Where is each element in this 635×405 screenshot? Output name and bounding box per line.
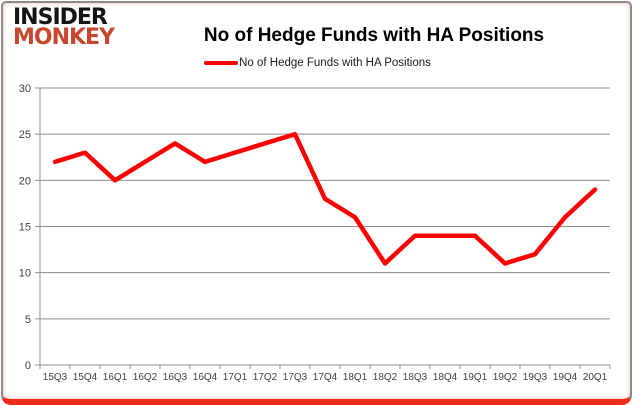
x-axis-label-19Q1: 19Q1	[463, 372, 488, 383]
x-axis-label-18Q1: 18Q1	[343, 372, 368, 383]
x-axis-label-18Q4: 18Q4	[433, 372, 458, 383]
y-axis-label-0: 0	[25, 360, 31, 372]
x-axis-label-19Q2: 19Q2	[493, 372, 518, 383]
logo-line2: MONKEY	[13, 25, 115, 50]
legend: No of Hedge Funds with HA Positions	[0, 57, 635, 69]
y-axis-label-25: 25	[19, 129, 31, 141]
x-axis-label-17Q4: 17Q4	[313, 372, 338, 383]
x-axis-label-20Q1: 20Q1	[583, 372, 608, 383]
y-axis-label-20: 20	[19, 175, 31, 187]
series-line-hedge-funds	[52, 131, 598, 266]
x-axis-label-17Q2: 17Q2	[253, 372, 278, 383]
y-axis-label-30: 30	[19, 83, 31, 95]
legend-line-swatch	[204, 61, 239, 65]
y-axis-label-5: 5	[25, 314, 31, 326]
x-axis-label-16Q1: 16Q1	[103, 372, 128, 383]
x-axis-label-17Q3: 17Q3	[283, 372, 308, 383]
x-axis-label-19Q4: 19Q4	[553, 372, 578, 383]
x-axis-label-16Q2: 16Q2	[133, 372, 158, 383]
x-axis-label-15Q4: 15Q4	[73, 372, 98, 383]
y-axis-label-15: 15	[19, 222, 31, 234]
legend-label: No of Hedge Funds with HA Positions	[239, 57, 431, 69]
logo-line1: INSIDER	[13, 5, 108, 30]
x-axis-label-18Q2: 18Q2	[373, 372, 398, 383]
x-axis-label-19Q3: 19Q3	[523, 372, 548, 383]
x-axis-label-17Q1: 17Q1	[223, 372, 248, 383]
x-axis-label-15Q3: 15Q3	[43, 372, 68, 383]
y-axis-label-10: 10	[19, 268, 31, 280]
x-axis-label-16Q3: 16Q3	[163, 372, 188, 383]
x-axis-label-16Q4: 16Q4	[193, 372, 218, 383]
chart-title: No of Hedge Funds with HA Positions	[203, 24, 545, 46]
insider-monkey-logo: INSIDER MONKEY	[13, 5, 115, 50]
x-axis-label-18Q3: 18Q3	[403, 372, 428, 383]
